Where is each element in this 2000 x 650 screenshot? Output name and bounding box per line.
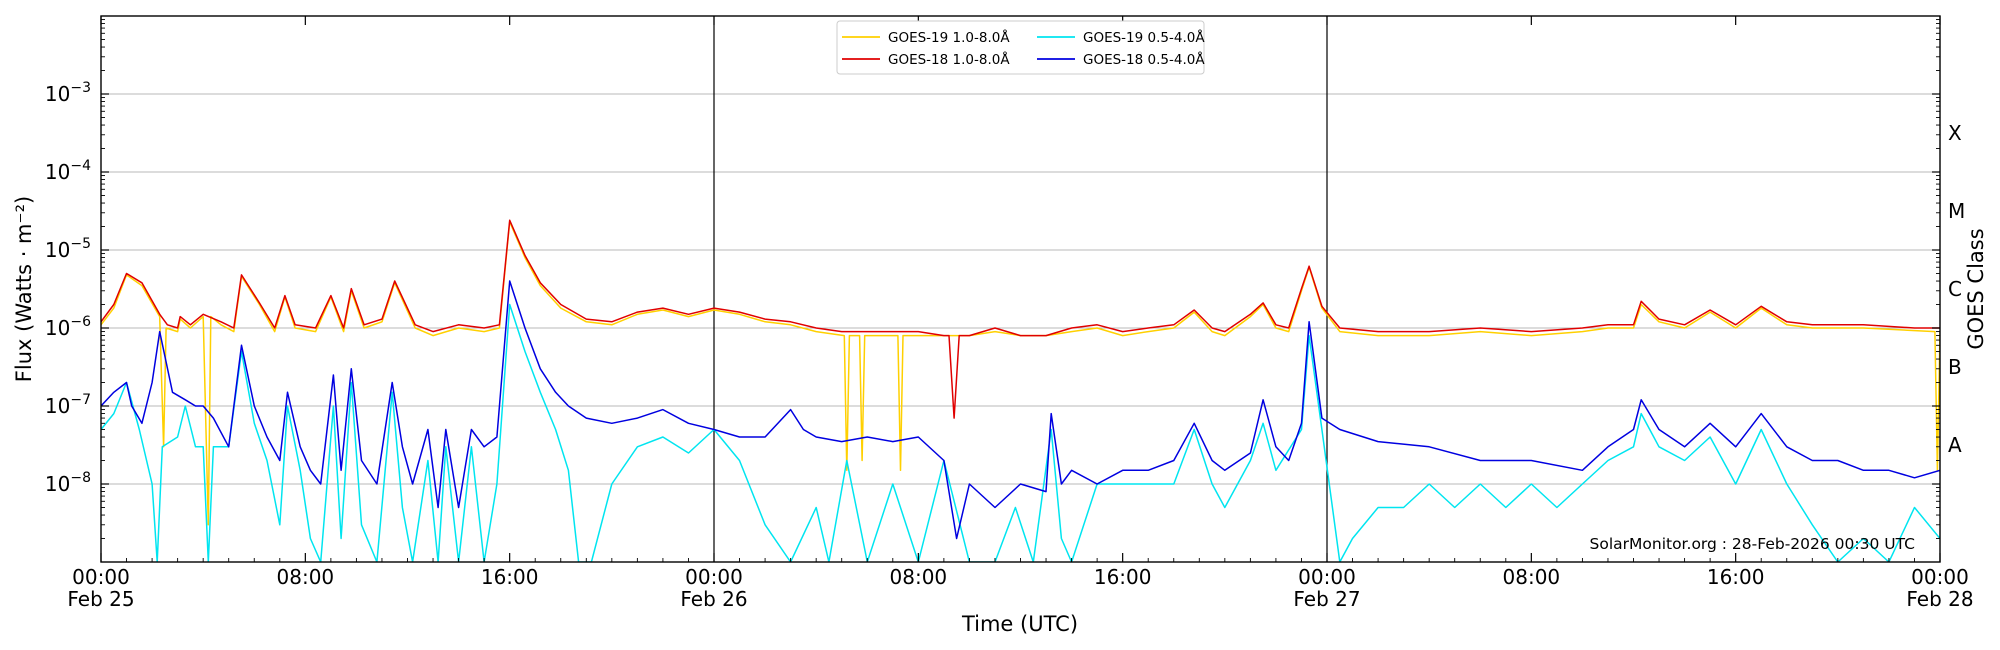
y-tick-label: 10−6 [45,314,91,340]
y-tick-label: 10−7 [45,392,91,418]
right-axis-title: GOES Class [1964,228,1988,349]
x-tick-date: Feb 25 [67,587,134,611]
credit-text: SolarMonitor.org : 28-Feb-2026 00:30 UTC [1590,535,1915,553]
goes-class-label: M [1948,199,1965,223]
legend-box [836,20,1205,75]
x-tick-time: 16:00 [1707,565,1765,589]
x-tick-time: 00:00 [685,565,743,589]
x-axis-title: Time (UTC) [961,612,1078,636]
legend-label: GOES-19 0.5-4.0Å [1083,29,1205,46]
x-tick-time: 16:00 [1094,565,1152,589]
x-tick-time: 08:00 [890,565,948,589]
goes-class-label: B [1948,355,1962,379]
y-tick-label: 10−5 [45,236,91,262]
y-tick-label: 10−8 [45,470,91,496]
x-tick-time: 00:00 [1911,565,1969,589]
x-tick-time: 16:00 [481,565,539,589]
y-tick-label: 10−3 [45,80,91,106]
y-tick-labels: 10−8 10−7 10−6 10−5 10−4 10−3 [45,80,91,496]
x-tick-time: 08:00 [1503,565,1561,589]
series-line-2 [101,219,1940,419]
x-tick-date: Feb 26 [680,587,747,611]
series-line-3 [101,303,1940,562]
series-lines [101,219,1940,562]
x-tick-date: Feb 28 [1906,587,1973,611]
series-line-4 [101,280,1940,540]
legend-label: GOES-19 1.0-8.0Å [888,29,1010,46]
grid-lines [101,93,1940,485]
goes-class-label: C [1948,277,1962,301]
x-tick-time: 08:00 [277,565,335,589]
legend-label: GOES-18 1.0-8.0Å [888,51,1010,68]
goes-class-label: A [1948,433,1962,457]
x-tick-time: 00:00 [72,565,130,589]
legend: GOES-19 1.0-8.0Å GOES-18 1.0-8.0Å GOES-19 … [836,20,1205,75]
x-tick-date: Feb 27 [1293,587,1360,611]
goes-class-label: X [1948,121,1962,145]
y-axis-title: Flux (Watts · m⁻²) [12,196,36,382]
x-tick-time: 00:00 [1298,565,1356,589]
goes-class-labels: A B C M X [1948,121,1965,457]
y-tick-label: 10−4 [45,158,91,184]
legend-label: GOES-18 0.5-4.0Å [1083,51,1205,68]
